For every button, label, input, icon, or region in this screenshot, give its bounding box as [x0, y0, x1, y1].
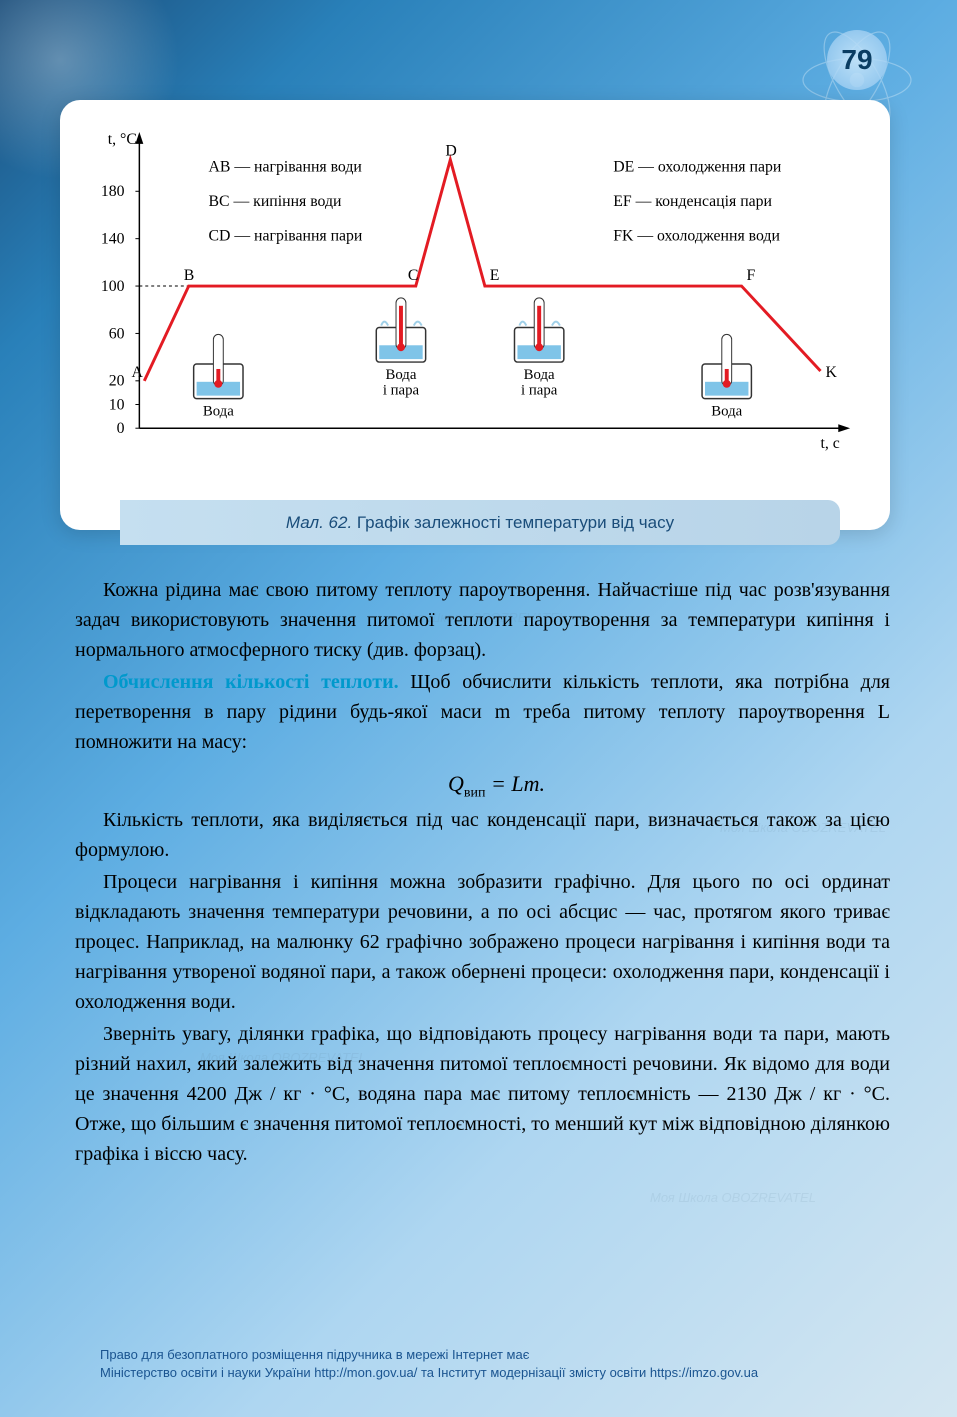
y-axis-label: t, °C [108, 131, 137, 148]
beaker-3: Водаі пара [514, 298, 563, 399]
footer-note: Право для безоплатного розміщення підруч… [100, 1346, 900, 1382]
svg-text:10: 10 [109, 396, 125, 413]
chart-card: t, °C t, с 0 10 20 60 100 140 180 A B C … [60, 100, 890, 530]
formula: Qвип = Lm. [75, 767, 890, 803]
svg-text:0: 0 [117, 420, 125, 437]
footer-link-2[interactable]: https://imzo.gov.ua [650, 1365, 758, 1380]
svg-text:F: F [746, 267, 755, 284]
beaker-1: Вода [194, 334, 243, 419]
watermark: Моя Школа OBOZREVATEL [650, 1190, 816, 1205]
svg-text:Вода: Вода [711, 403, 742, 419]
y-ticks: 0 10 20 60 100 140 180 [101, 183, 139, 437]
svg-text:180: 180 [101, 183, 125, 200]
paragraph-4: Процеси нагрівання і кипіння можна зобра… [75, 867, 890, 1017]
svg-text:B: B [184, 267, 195, 284]
svg-text:Водаі пара: Водаі пара [383, 367, 420, 399]
paragraph-1: Кожна рідина має свою питому теплоту пар… [75, 575, 890, 665]
svg-text:Вода: Вода [203, 403, 234, 419]
beaker-4: Вода [702, 334, 751, 419]
paragraph-5: Зверніть увагу, ділянки графіка, що відп… [75, 1019, 890, 1169]
svg-text:A: A [131, 364, 143, 381]
section-heading: Обчислення кількості теплоти. [103, 671, 399, 693]
chart-caption: Мал. 62. Графік залежності температури в… [120, 500, 840, 545]
svg-text:AB — нагрівання води: AB — нагрівання води [208, 159, 362, 176]
svg-text:Водаі пара: Водаі пара [521, 367, 558, 399]
paragraph-2: Обчислення кількості теплоти. Щоб обчисл… [75, 667, 890, 757]
svg-text:20: 20 [109, 373, 125, 390]
footer-link-1[interactable]: http://mon.gov.ua/ [314, 1365, 417, 1380]
svg-text:CD — нагрівання пари: CD — нагрівання пари [208, 228, 362, 245]
x-axis-label: t, с [821, 435, 840, 452]
temperature-chart: t, °C t, с 0 10 20 60 100 140 180 A B C … [90, 120, 860, 460]
svg-text:D: D [445, 143, 456, 160]
svg-text:K: K [825, 364, 837, 381]
beaker-2: Водаі пара [376, 298, 425, 399]
svg-text:60: 60 [109, 325, 125, 342]
svg-text:FK — охолодження води: FK — охолодження води [613, 228, 780, 245]
svg-text:140: 140 [101, 231, 125, 248]
svg-text:EF — конденсація пари: EF — конденсація пари [613, 193, 772, 210]
svg-text:E: E [490, 267, 500, 284]
paragraph-3: Кількість теплоти, яка виділяється під ч… [75, 805, 890, 865]
page-number: 79 [827, 30, 887, 90]
svg-text:BC — кипіння води: BC — кипіння води [208, 193, 342, 210]
body-text: Кожна рідина має свою питому теплоту пар… [75, 575, 890, 1171]
svg-text:C: C [408, 267, 419, 284]
svg-text:100: 100 [101, 278, 125, 295]
svg-text:DE — охолодження пари: DE — охолодження пари [613, 159, 782, 176]
